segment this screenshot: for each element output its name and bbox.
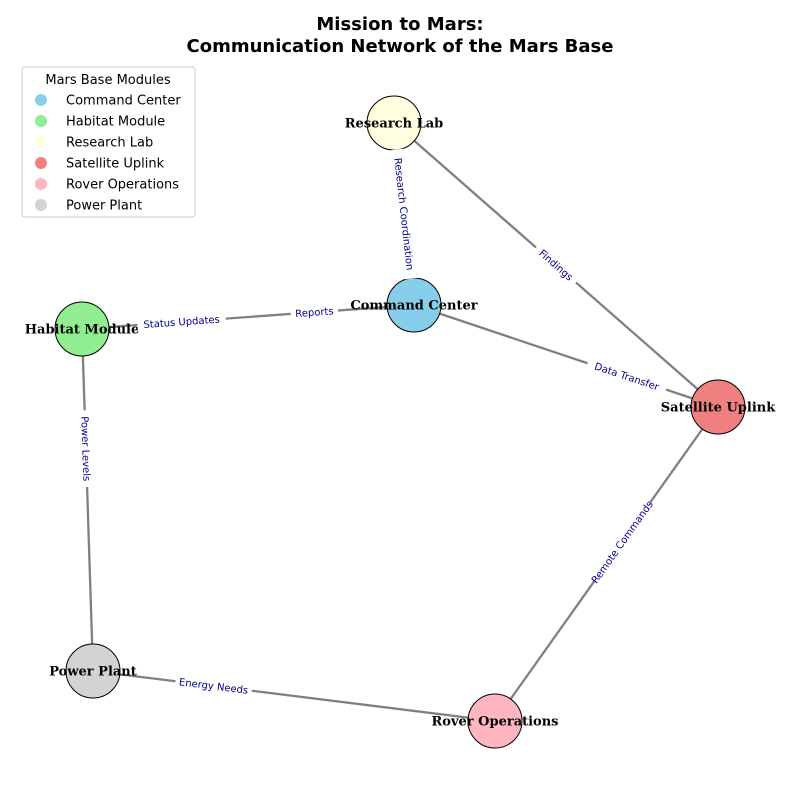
edge-label-remote-commands: Remote Commands: [590, 499, 656, 586]
edge-label-group-findings: Findings: [532, 242, 581, 288]
edge-label-group-data-transfer: Data Transfer: [585, 356, 669, 396]
edge-label-bg: [174, 674, 253, 697]
edge-label-group-reports: Reports: [290, 303, 339, 320]
legend-marker-satellite-uplink: [35, 157, 47, 169]
edge-label-bg: [78, 410, 95, 488]
node-label-habitat-module: Habitat Module: [25, 323, 140, 338]
node-label-power-plant: Power Plant: [49, 665, 137, 680]
legend-marker-command-center: [35, 94, 47, 106]
edge-label-power-levels: Power Levels: [78, 416, 91, 481]
edge-label-bg: [532, 242, 581, 288]
legend-marker-habitat-module: [35, 115, 47, 127]
legend-items: Command Center Habitat Module Research Lab…: [35, 94, 181, 214]
edge-label-bg: [585, 356, 669, 396]
legend-title: Mars Base Modules: [45, 73, 170, 88]
edge-label-bg: [390, 148, 419, 280]
edge-label-group-power-levels: Power Levels: [78, 410, 95, 488]
edge-command-satellite: [413, 303, 719, 409]
edge-label-layer: Research Coordination Findings Status Upda…: [78, 148, 669, 697]
legend-label-research-lab: Research Lab: [66, 136, 153, 151]
edge-label-group-status-updates: Status Updates: [136, 311, 227, 331]
legend-marker-power-plant: [35, 199, 47, 211]
legend-marker-rover-operations: [35, 178, 47, 190]
edge-label-bg: [136, 311, 227, 331]
edge-power-rover: [92, 669, 496, 723]
chart-title-line2: Communication Network of the Mars Base: [187, 36, 614, 57]
node-label-satellite-uplink: Satellite Uplink: [661, 401, 776, 416]
node-label-rover-operations: Rover Operations: [431, 715, 558, 730]
chart-title-line1: Mission to Mars:: [316, 14, 483, 35]
edge-label-group-remote-commands: Remote Commands: [589, 499, 656, 586]
edge-label-bg: [589, 499, 655, 585]
node-rover-operations: [467, 693, 523, 749]
legend-label-habitat-module: Habitat Module: [66, 115, 165, 130]
edge-label-bg: [290, 303, 339, 320]
edge-label-research-coordination: Research Coordination: [391, 157, 414, 270]
node-satellite-uplink: [690, 379, 746, 435]
edge-label-findings: Findings: [536, 248, 574, 283]
legend-label-power-plant: Power Plant: [66, 199, 142, 214]
legend: Mars Base Modules Command Center Habitat …: [21, 66, 196, 218]
edge-habitat-command: [81, 303, 415, 331]
legend-box: [21, 66, 196, 218]
legend-label-satellite-uplink: Satellite Uplink: [66, 157, 165, 172]
node-layer: Command Center Habitat Module Research Lab…: [25, 95, 776, 749]
edge-label-group-energy-needs: Energy Needs: [174, 674, 253, 697]
node-label-command-center: Command Center: [350, 299, 477, 314]
legend-label-rover-operations: Rover Operations: [66, 178, 179, 193]
node-habitat-module: [54, 301, 110, 357]
legend-marker-research-lab: [35, 136, 47, 148]
edge-label-reports: Reports: [295, 306, 334, 320]
edge-label-group-research-coordination: Research Coordination: [390, 148, 419, 280]
node-power-plant: [65, 643, 121, 699]
legend-label-command-center: Command Center: [66, 94, 181, 109]
node-label-research-lab: Research Lab: [345, 117, 443, 132]
edge-habitat-power: [80, 328, 95, 672]
